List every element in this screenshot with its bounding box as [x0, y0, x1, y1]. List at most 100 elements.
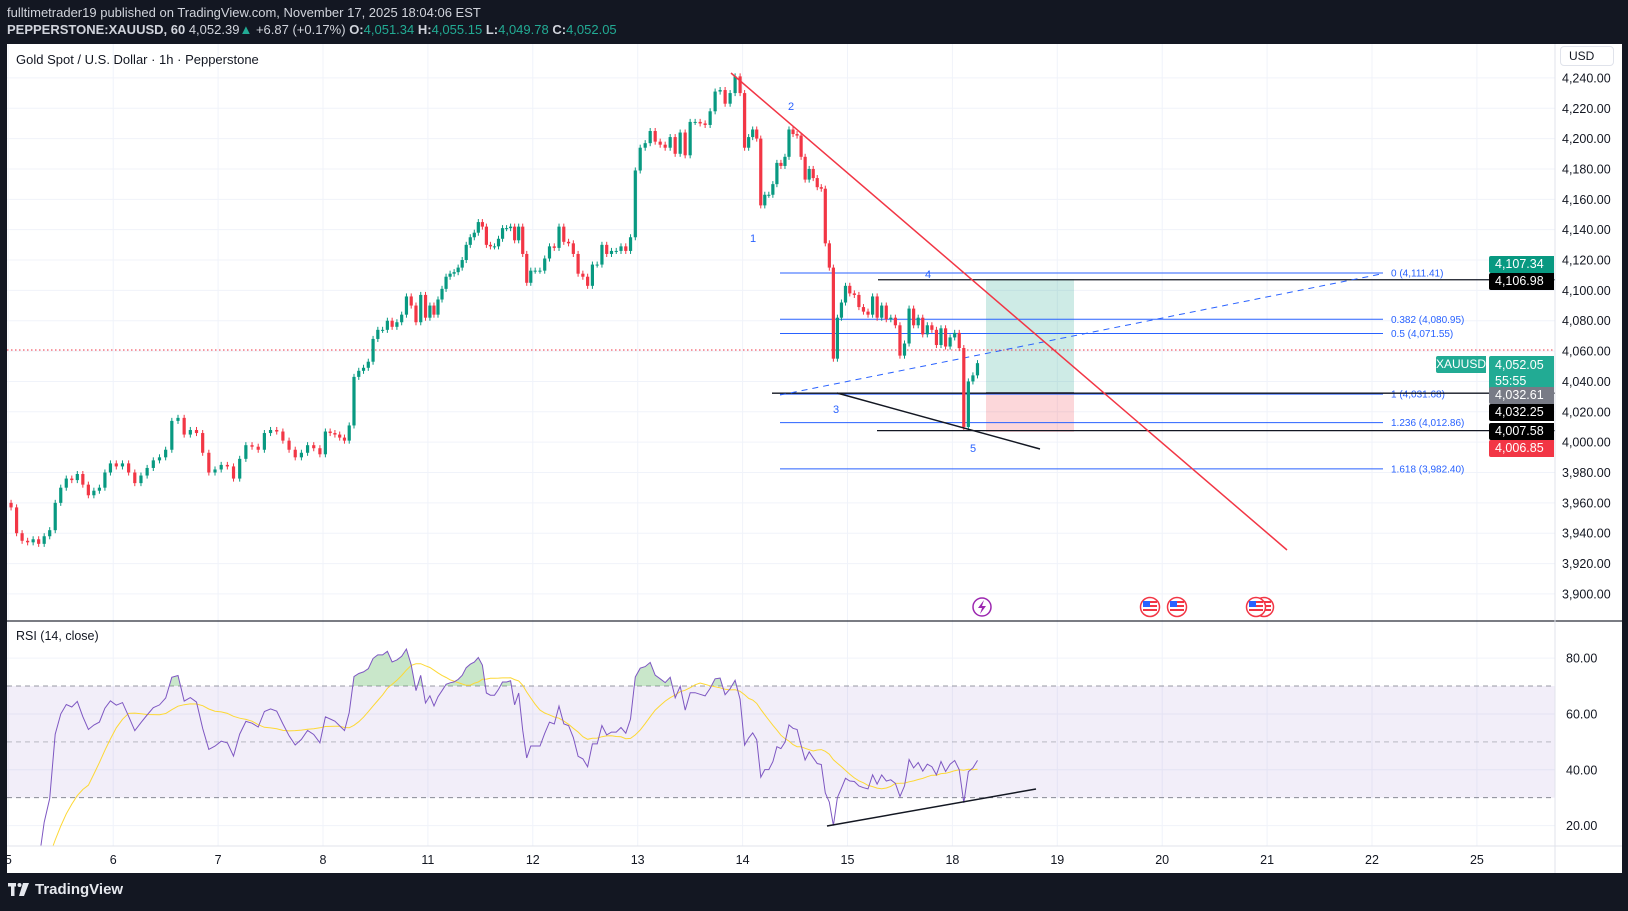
time-tick-label: 21	[1260, 853, 1274, 867]
candle-body	[831, 267, 835, 359]
descending-trendline[interactable]	[730, 72, 1288, 551]
candle-body	[870, 296, 875, 315]
candle-body	[256, 446, 260, 450]
tradingview-logo[interactable]: TradingView	[8, 881, 123, 898]
candle-body	[815, 178, 819, 188]
symbol-name: PEPPERSTONE:XAUUSD, 60	[7, 22, 186, 37]
candle-body	[747, 137, 751, 148]
candle-body	[723, 90, 727, 104]
candle-body	[755, 129, 759, 139]
candle-body	[419, 294, 423, 323]
candle-body	[480, 222, 484, 227]
fib-extension[interactable]: 0 (4,111.41) 0.382 (4,080.95) 0.5 (4,071.5…	[780, 269, 1464, 476]
candle-body	[268, 430, 273, 434]
high-value: 4,055.15	[431, 22, 483, 37]
time-tick-label: 19	[1050, 853, 1064, 867]
candle-body	[37, 539, 41, 544]
candle-body	[376, 329, 380, 339]
candle-body	[436, 299, 440, 315]
candle-body	[547, 246, 552, 259]
rsi-tick-label: 80.00	[1566, 652, 1597, 666]
support-trendline[interactable]	[836, 392, 1041, 450]
rsi-line	[40, 647, 978, 846]
long-position-stop-zone[interactable]	[986, 393, 1074, 432]
candle-body	[250, 445, 254, 447]
time-tick-label: 22	[1365, 853, 1379, 867]
price-tick-label: 4,020.00	[1562, 405, 1611, 419]
candle-body	[857, 294, 861, 308]
rsi-title[interactable]: RSI (14, close)	[16, 629, 99, 643]
candle-body	[444, 276, 448, 289]
rsi-tick-label: 60.00	[1566, 707, 1597, 721]
stop-price-tag: 4,006.85	[1489, 440, 1554, 457]
symbol-ohlc-line: PEPPERSTONE:XAUUSD, 60 4,052.39▲ +6.87 (…	[7, 22, 617, 37]
wave-label: 3	[833, 404, 839, 416]
candle-body	[352, 376, 356, 426]
wave-label: 4	[925, 269, 931, 281]
candle-body	[688, 121, 692, 156]
currency-button[interactable]: USD	[1560, 46, 1614, 66]
rsi-trendline[interactable]	[826, 788, 1037, 827]
price-tick-label: 4,100.00	[1562, 284, 1611, 298]
candle-body	[738, 76, 742, 94]
chart-panel[interactable]	[7, 44, 1622, 873]
time-axis[interactable]: 5 6 7 8 11 12 13 14 15 18 19 20 21 22 25	[5, 853, 1484, 867]
low-label: L:	[485, 22, 499, 37]
candle-body	[157, 457, 162, 461]
rsi-pane[interactable]	[7, 647, 1555, 882]
dashed-trendline[interactable]	[779, 273, 1382, 396]
candle-body	[472, 232, 476, 238]
candle-body	[902, 343, 907, 356]
candle-body	[176, 417, 180, 421]
candle-body	[668, 137, 672, 148]
price-tick-label: 3,940.00	[1562, 527, 1611, 541]
event-markers[interactable]	[972, 596, 1275, 618]
publisher-line: fulltimetrader19 published on TradingVie…	[7, 5, 481, 20]
fib-level-label: 1.236 (4,012.86)	[1391, 418, 1464, 429]
long-position-target-zone[interactable]	[986, 279, 1074, 393]
candle-body	[448, 273, 452, 277]
fib-level-label: 0.382 (4,080.95)	[1391, 315, 1464, 326]
us-flag-icon[interactable]	[1245, 596, 1267, 618]
candle-body	[361, 367, 366, 371]
rsi-axis[interactable]: 80.00 60.00 40.00 20.00	[1566, 652, 1597, 834]
fib-level-label: 1 (4,031.68)	[1391, 390, 1445, 401]
line-price-tag: 4,106.98	[1489, 273, 1554, 290]
candle-body	[225, 464, 229, 467]
candle-body	[262, 433, 266, 450]
candle-body	[893, 317, 897, 326]
price-tick-label: 3,980.00	[1562, 466, 1611, 480]
us-flag-icon[interactable]	[1139, 596, 1161, 618]
price-tick-label: 3,960.00	[1562, 496, 1611, 510]
candle-body	[783, 156, 787, 166]
horizontal-lines[interactable]	[772, 279, 1555, 432]
lightning-icon[interactable]	[972, 597, 992, 617]
last-price: 4,052.39	[188, 22, 240, 37]
candle-body	[889, 317, 893, 320]
candle-body	[312, 445, 316, 449]
candle-body	[624, 246, 628, 251]
candle-body	[484, 226, 489, 245]
candle-body	[404, 296, 409, 315]
candle-body	[633, 170, 637, 238]
time-tick-label: 6	[110, 853, 117, 867]
price-axis[interactable]: 4,240.00 4,220.00 4,200.00 4,180.00 4,160.00…	[1562, 71, 1611, 601]
candle-body	[194, 430, 199, 434]
candle-body	[718, 90, 722, 92]
candle-body	[42, 536, 46, 544]
candle-body	[533, 270, 537, 272]
candle-body	[366, 361, 370, 368]
candle-body	[347, 425, 351, 441]
candle-body	[338, 434, 342, 438]
fib-level-label: 0.5 (4,071.55)	[1391, 329, 1453, 340]
fib-level-label: 1.618 (3,982.40)	[1391, 464, 1464, 475]
candle-body	[20, 533, 24, 541]
candle-body	[576, 253, 580, 274]
us-flag-icon[interactable]	[1166, 596, 1188, 618]
candle-body	[488, 244, 493, 247]
candle-body	[807, 168, 811, 180]
candle-body	[811, 168, 815, 179]
candle-body	[934, 329, 939, 346]
bar-countdown: 55:55	[1495, 374, 1527, 388]
